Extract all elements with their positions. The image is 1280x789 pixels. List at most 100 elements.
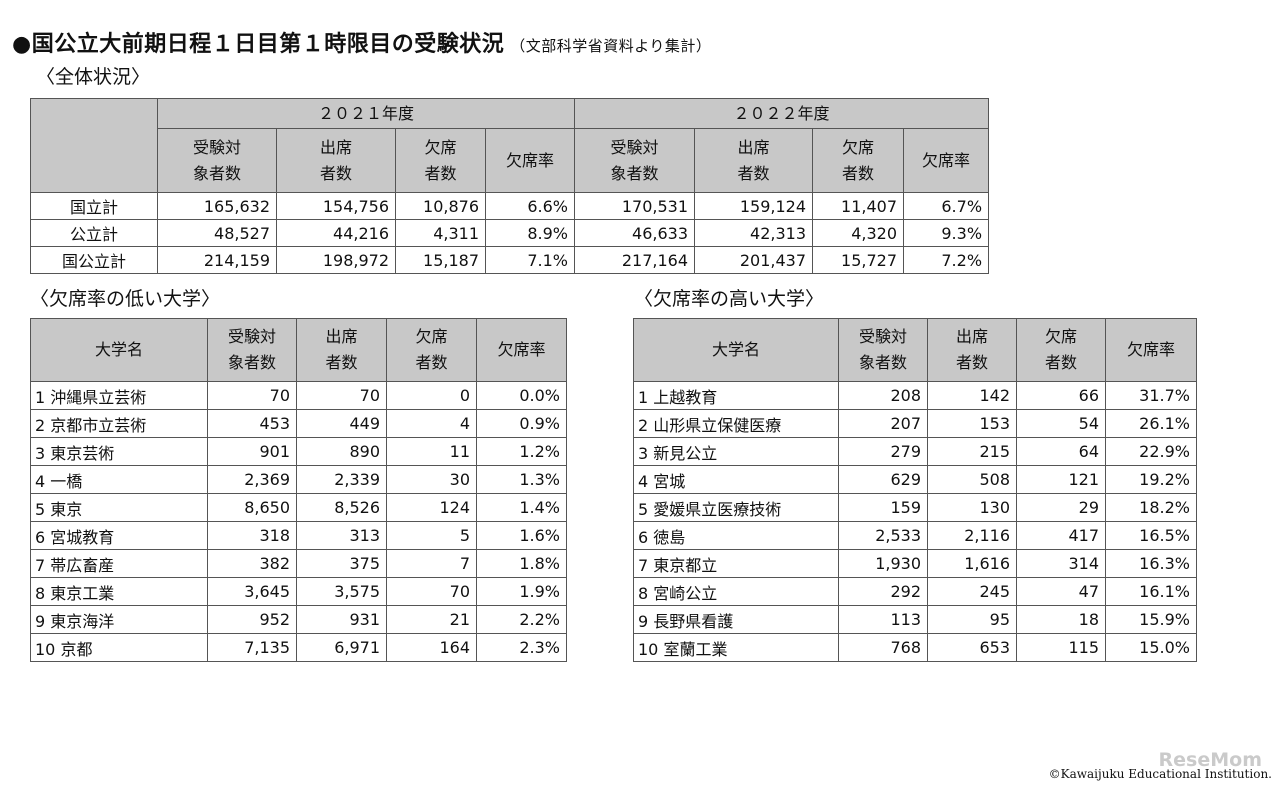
cell: 165,632 [157,192,277,220]
column-header: 欠席率 [1105,318,1197,382]
header-line: 出席 [737,137,770,157]
cell: 19.2% [1105,465,1197,494]
header-line: 欠席 [424,137,457,157]
header-line: 者数 [319,163,352,183]
cell: 508 [927,465,1017,494]
header-line: 欠席 [842,137,875,157]
cell: 9.3% [903,219,990,247]
header-line: 受験対 [610,137,659,157]
cell: 142 [927,381,1017,410]
cell: 0.0% [476,381,567,410]
column-header: 欠席 者数 [1016,318,1106,382]
table-row: 2 京都市立芸術 453 449 4 0.9% [30,409,567,438]
university-name: 8 東京工業 [30,577,208,606]
cell: 3,645 [207,577,297,606]
cell: 653 [927,633,1017,662]
university-name: 2 山形県立保健医療 [633,409,839,438]
cell: 44,216 [276,219,396,247]
cell: 2,533 [838,521,928,550]
university-name: 7 帯広畜産 [30,549,208,578]
cell: 7.2% [903,246,990,274]
header-line: 象者数 [858,353,907,372]
cell: 4,311 [395,219,486,247]
cell: 931 [296,605,387,634]
cell: 201,437 [694,246,814,274]
cell: 46,633 [574,219,696,247]
table-row: 10 室蘭工業 768 653 115 15.0% [633,633,1197,662]
cell: 2,369 [207,465,297,494]
cell: 0 [386,381,477,410]
university-name: 5 東京 [30,493,208,522]
cell: 164 [386,633,477,662]
cell: 1.2% [476,437,567,466]
header-line: 象者数 [610,163,659,183]
cell: 121 [1016,465,1106,494]
university-name: 4 宮城 [633,465,839,494]
column-header: 受験対 象者数 [207,318,297,382]
cell: 70 [386,577,477,606]
university-name: 3 東京芸術 [30,437,208,466]
cell: 170,531 [574,192,696,220]
cell: 901 [207,437,297,466]
cell: 1.3% [476,465,567,494]
cell: 124 [386,493,477,522]
university-name: 10 室蘭工業 [633,633,839,662]
cell: 159,124 [694,192,814,220]
cell: 7,135 [207,633,297,662]
column-header: 大学名 [30,318,208,382]
cell: 2.3% [476,633,567,662]
header-line: 出席 [955,327,988,347]
cell: 375 [296,549,387,578]
column-header: 大学名 [633,318,839,382]
table-row: 3 新見公立 279 215 64 22.9% [633,437,1197,466]
cell: 4,320 [812,219,905,247]
university-name: 9 東京海洋 [30,605,208,634]
row-label: 国公立計 [30,246,158,274]
cell: 29 [1016,493,1106,522]
header-line: 欠席 [1044,327,1077,347]
column-header: 欠席 者数 [386,318,477,382]
table-row: 国公立計 214,159 198,972 15,187 7.1% 217,164 201,4… [30,246,990,274]
university-name: 6 徳島 [633,521,839,550]
cell: 21 [386,605,477,634]
table-row: 2 山形県立保健医療 207 153 54 26.1% [633,409,1197,438]
cell: 48,527 [157,219,277,247]
header-line: 者数 [415,353,448,372]
cell: 130 [927,493,1017,522]
column-header: 出席 者数 [694,128,814,193]
university-name: 6 宮城教育 [30,521,208,550]
cell: 214,159 [157,246,277,274]
cell: 1.6% [476,521,567,550]
cell: 952 [207,605,297,634]
cell: 1.4% [476,493,567,522]
cell: 1,616 [927,549,1017,578]
table-row: 3 東京芸術 901 890 11 1.2% [30,437,567,466]
university-name: 1 上越教育 [633,381,839,410]
university-name: 8 宮崎公立 [633,577,839,606]
cell: 0.9% [476,409,567,438]
cell: 890 [296,437,387,466]
table-row: 1 上越教育 208 142 66 31.7% [633,381,1197,410]
row-label: 国立計 [30,192,158,220]
cell: 449 [296,409,387,438]
header-line: 受験対 [227,327,276,347]
cell: 47 [1016,577,1106,606]
university-name: 4 一橋 [30,465,208,494]
cell: 11,407 [812,192,905,220]
cell: 16.1% [1105,577,1197,606]
title-text: ●国公立大前期日程１日目第１時限目の受験状況 [12,32,505,57]
title-note: （文部科学省資料より集計） [510,37,712,55]
cell: 10,876 [395,192,486,220]
table-row: 5 東京 8,650 8,526 124 1.4% [30,493,567,522]
high-heading: 〈欠席率の高い大学〉 [634,288,825,310]
cell: 42,313 [694,219,814,247]
table-row: 10 京都 7,135 6,971 164 2.3% [30,633,567,662]
cell: 64 [1016,437,1106,466]
column-header: 受験対 象者数 [838,318,928,382]
cell: 3,575 [296,577,387,606]
column-header: 欠席 者数 [395,128,486,193]
cell: 30 [386,465,477,494]
cell: 245 [927,577,1017,606]
cell: 54 [1016,409,1106,438]
header-line: 欠席 [415,327,448,347]
